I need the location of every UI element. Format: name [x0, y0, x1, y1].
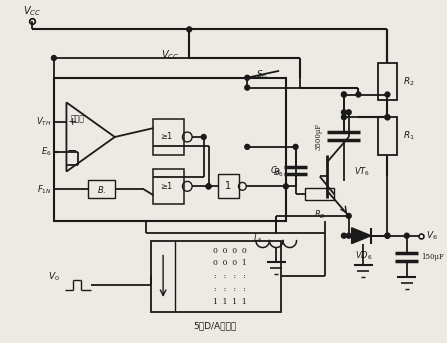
Text: :   :   :   :: : : : :	[214, 285, 246, 293]
Text: $VT_6$: $VT_6$	[354, 165, 370, 178]
Text: +: +	[67, 117, 77, 127]
Text: $V_{CC}$: $V_{CC}$	[22, 4, 41, 17]
Circle shape	[405, 233, 409, 238]
Circle shape	[356, 92, 361, 97]
Text: $R_2$: $R_2$	[403, 75, 414, 88]
Circle shape	[187, 27, 192, 32]
Text: 比较器: 比较器	[71, 115, 85, 124]
Circle shape	[245, 144, 249, 149]
Circle shape	[385, 233, 390, 238]
Circle shape	[385, 92, 390, 97]
Text: $B_6$: $B_6$	[273, 167, 284, 179]
Circle shape	[283, 184, 288, 189]
Bar	[151, 241, 281, 312]
Text: 5位D/A转换器: 5位D/A转换器	[194, 322, 237, 331]
Text: $C_B$: $C_B$	[270, 164, 281, 177]
Text: $E_6$: $E_6$	[41, 145, 52, 158]
Text: 150μF: 150μF	[421, 253, 444, 261]
Text: $V_6$: $V_6$	[426, 229, 438, 242]
Circle shape	[346, 213, 351, 218]
Text: −: −	[67, 145, 77, 158]
Circle shape	[206, 184, 211, 189]
Circle shape	[342, 110, 346, 115]
Circle shape	[293, 144, 298, 149]
Text: $R_1$: $R_1$	[403, 130, 415, 142]
Text: $V_0$: $V_0$	[48, 271, 60, 283]
Text: $V_{CC}$: $V_{CC}$	[161, 48, 179, 62]
Bar	[54, 78, 286, 221]
Circle shape	[385, 115, 390, 120]
Circle shape	[51, 56, 56, 60]
Bar	[305, 188, 334, 200]
Circle shape	[201, 134, 206, 140]
Circle shape	[385, 115, 390, 120]
Circle shape	[342, 233, 346, 238]
Circle shape	[342, 92, 346, 97]
Text: ≥1: ≥1	[160, 182, 172, 191]
Text: :   :   :   :: : : : :	[214, 272, 246, 280]
Bar	[153, 168, 184, 204]
Bar	[378, 117, 397, 155]
Text: ≥1: ≥1	[160, 132, 172, 141]
Circle shape	[342, 92, 346, 97]
Text: 3500μF: 3500μF	[315, 122, 323, 150]
Circle shape	[342, 115, 346, 120]
Circle shape	[385, 233, 390, 238]
Text: 1  1  1  1: 1 1 1 1	[213, 298, 247, 306]
Text: $F_{1N}$: $F_{1N}$	[37, 183, 52, 196]
Text: $S_6$: $S_6$	[256, 69, 267, 81]
Bar	[88, 180, 115, 198]
Circle shape	[245, 75, 249, 80]
Text: $R_D$: $R_D$	[314, 208, 326, 221]
Text: $B.$: $B.$	[97, 184, 106, 195]
Text: 0  0  0  0: 0 0 0 0	[213, 247, 247, 255]
Text: $L_6$: $L_6$	[253, 233, 263, 245]
Bar	[153, 119, 184, 155]
Bar	[378, 63, 397, 100]
Text: 1: 1	[225, 181, 231, 191]
Circle shape	[346, 110, 351, 115]
Circle shape	[206, 184, 211, 189]
Text: $VD_6$: $VD_6$	[354, 249, 372, 262]
Circle shape	[245, 85, 249, 90]
Text: 0  0  0  1: 0 0 0 1	[213, 259, 247, 267]
Circle shape	[346, 233, 351, 238]
Bar	[218, 175, 240, 198]
Polygon shape	[352, 228, 371, 244]
Text: $V_{TH}$: $V_{TH}$	[36, 116, 52, 128]
